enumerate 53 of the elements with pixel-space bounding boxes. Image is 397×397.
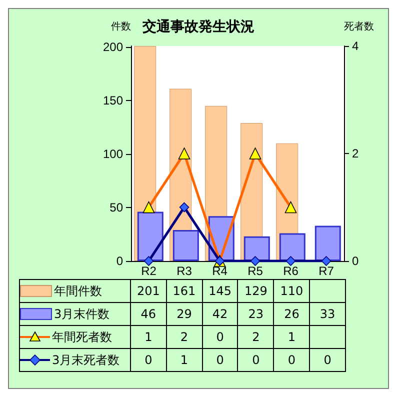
data-label: 26 xyxy=(274,302,310,326)
legend-label: 年間死者数 xyxy=(52,330,112,344)
data-label: 29 xyxy=(166,302,202,326)
data-label: 0 xyxy=(310,348,346,372)
y2-tick-label: 0 xyxy=(352,254,359,268)
data-label: 1 xyxy=(166,348,202,372)
y-axis-title: 件数 xyxy=(111,22,131,32)
data-label: 0 xyxy=(238,348,274,372)
data-label: 201 xyxy=(130,280,166,302)
data-label: 0 xyxy=(274,348,310,372)
point xyxy=(179,202,190,212)
data-label: 42 xyxy=(202,302,238,326)
data-label: 46 xyxy=(130,302,166,326)
bar xyxy=(279,233,306,261)
x-tick-label: R4 xyxy=(212,264,228,278)
y2-tick-label: 4 xyxy=(352,39,359,53)
bar xyxy=(137,212,164,261)
data-label: 33 xyxy=(310,302,346,326)
data-label: 0 xyxy=(130,348,166,372)
legend-label: 年間件数 xyxy=(54,284,102,298)
data-label: 23 xyxy=(238,302,274,326)
data-label: 0 xyxy=(202,326,238,348)
x-tick-label: R6 xyxy=(283,264,299,278)
y2-tick-label: 2 xyxy=(352,146,359,160)
data-label: 2 xyxy=(238,326,274,348)
data-label: 2 xyxy=(166,326,202,348)
chart-title: 交通事故発生状況 xyxy=(142,18,254,35)
point xyxy=(144,256,154,266)
data-label: 161 xyxy=(166,280,202,302)
x-tick-label: R2 xyxy=(141,264,157,278)
y-tick-label: 50 xyxy=(110,200,124,215)
y-tick-label: 200 xyxy=(102,40,124,54)
bar xyxy=(172,230,199,261)
bar xyxy=(314,226,341,261)
point xyxy=(250,256,260,266)
y2-axis-title: 死者数 xyxy=(344,20,374,32)
data-label: 1 xyxy=(274,326,310,348)
point xyxy=(286,256,296,266)
bar xyxy=(244,236,270,261)
x-tick-label: R7 xyxy=(318,264,334,278)
data-label: 0 xyxy=(202,348,238,372)
y-tick-label: 0 xyxy=(116,254,124,268)
x-tick-label: R5 xyxy=(248,264,264,278)
x-tick-label: R3 xyxy=(176,264,192,278)
y-tick-label: 100 xyxy=(102,147,124,162)
y-tick-label: 150 xyxy=(102,94,124,108)
data-label: 1 xyxy=(130,326,166,348)
data-label: 129 xyxy=(238,280,274,302)
legend-label: 3月末死者数 xyxy=(52,352,120,366)
legend-label: 3月末件数 xyxy=(54,306,110,320)
data-label: 145 xyxy=(202,280,238,302)
data-label: 110 xyxy=(274,280,310,302)
point xyxy=(321,256,332,266)
